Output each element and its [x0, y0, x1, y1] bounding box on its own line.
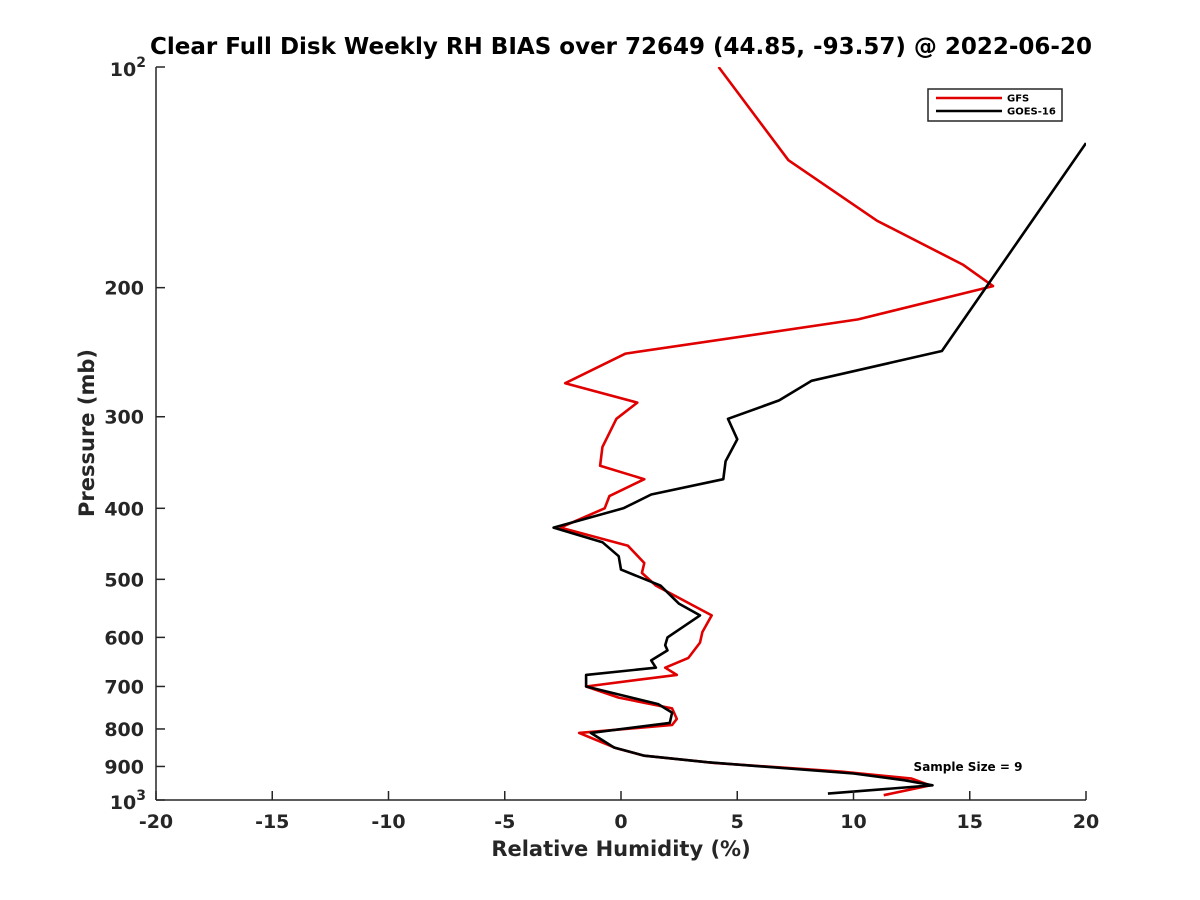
x-tick-label: 0: [614, 811, 627, 833]
y-tick-exponent: 3: [136, 788, 146, 804]
x-tick-label: -5: [494, 811, 515, 833]
y-tick-label: 400: [104, 498, 144, 520]
legend-box: [927, 88, 1063, 122]
y-tick-label: 600: [104, 627, 144, 649]
chart-title: Clear Full Disk Weekly RH BIAS over 7264…: [150, 34, 1092, 60]
series-line-gfs: [559, 67, 995, 797]
y-tick-label: 700: [104, 676, 144, 698]
series-line-goes-16: [552, 142, 1086, 795]
y-tick-exponent: 2: [136, 55, 146, 71]
x-tick-label: 10: [840, 811, 866, 833]
x-axis-ticks: -20 -15 -10 -5 0 5 10 15 20: [139, 791, 1099, 833]
x-tick-label: -15: [255, 811, 289, 833]
legend-label: GOES-16: [1007, 107, 1056, 118]
y-tick-base: 10: [110, 792, 136, 814]
y-tick-label: 300: [104, 407, 144, 429]
y-tick-label: 102: [110, 55, 146, 81]
y-tick-label: 103: [110, 788, 146, 814]
y-tick-base: 10: [110, 59, 136, 81]
y-axis-label: Pressure (mb): [75, 349, 99, 517]
y-tick-label: 200: [104, 278, 144, 300]
x-tick-label: 5: [731, 811, 744, 833]
sample-size-annotation: Sample Size = 9: [914, 760, 1023, 774]
series-layer: [552, 67, 1086, 797]
y-tick-label: 900: [104, 756, 144, 778]
x-tick-label: -10: [371, 811, 405, 833]
legend: GFS GOES-16: [927, 88, 1063, 122]
x-tick-label: 20: [1073, 811, 1099, 833]
legend-label: GFS: [1007, 94, 1029, 105]
x-tick-label: 15: [957, 811, 983, 833]
x-axis-label: Relative Humidity (%): [491, 837, 750, 861]
y-tick-label: 500: [104, 569, 144, 591]
y-tick-label: 800: [104, 719, 144, 741]
x-tick-label: -20: [139, 811, 173, 833]
